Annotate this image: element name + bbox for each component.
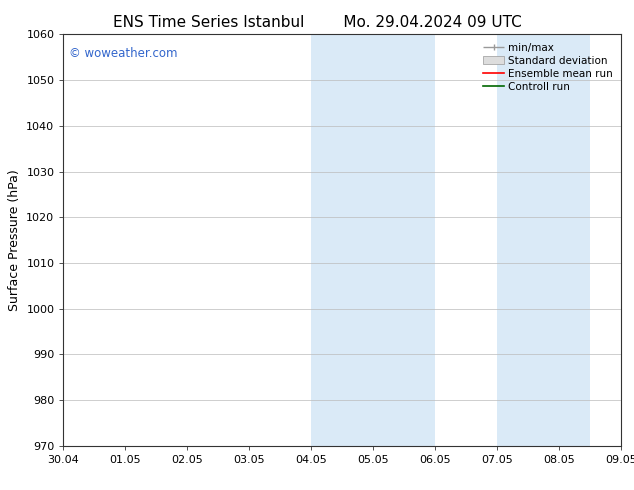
Bar: [497, 34, 528, 446]
Bar: [559, 34, 590, 446]
Bar: [342, 34, 373, 446]
Text: ENS Time Series Istanbul        Mo. 29.04.2024 09 UTC: ENS Time Series Istanbul Mo. 29.04.2024 …: [113, 15, 521, 30]
Y-axis label: Surface Pressure (hPa): Surface Pressure (hPa): [8, 169, 21, 311]
Bar: [311, 34, 342, 446]
Legend: min/max, Standard deviation, Ensemble mean run, Controll run: min/max, Standard deviation, Ensemble me…: [480, 40, 616, 95]
Bar: [373, 34, 436, 446]
Bar: [528, 34, 559, 446]
Text: © woweather.com: © woweather.com: [69, 47, 178, 60]
